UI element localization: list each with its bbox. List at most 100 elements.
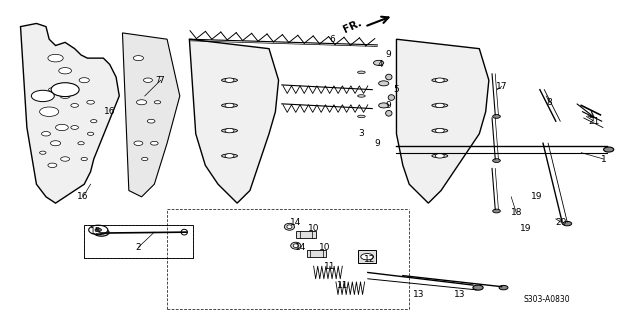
Text: 7: 7 (158, 76, 164, 85)
Ellipse shape (221, 104, 237, 107)
Ellipse shape (432, 78, 448, 82)
Circle shape (79, 78, 90, 83)
Ellipse shape (432, 104, 448, 107)
Ellipse shape (388, 95, 394, 100)
Ellipse shape (221, 154, 237, 158)
Bar (296, 231, 316, 238)
Circle shape (89, 225, 108, 235)
Ellipse shape (386, 74, 392, 80)
Circle shape (94, 229, 109, 236)
Circle shape (435, 154, 444, 158)
Text: 1: 1 (601, 155, 607, 163)
Ellipse shape (284, 223, 294, 230)
Bar (84, 225, 193, 258)
Circle shape (88, 132, 94, 135)
Circle shape (51, 83, 79, 97)
Text: FR.: FR. (342, 18, 364, 35)
Text: 9: 9 (385, 51, 391, 59)
Circle shape (59, 68, 72, 74)
Text: 17: 17 (496, 82, 508, 91)
Text: 19: 19 (520, 224, 532, 233)
Circle shape (42, 132, 51, 136)
Text: 10: 10 (319, 243, 331, 252)
Circle shape (31, 90, 54, 102)
Text: 2: 2 (136, 243, 141, 252)
Circle shape (134, 141, 143, 145)
Circle shape (154, 101, 161, 104)
Circle shape (91, 120, 97, 123)
Circle shape (604, 147, 614, 152)
Circle shape (435, 128, 444, 133)
Ellipse shape (287, 225, 292, 229)
Circle shape (95, 228, 101, 232)
Circle shape (493, 159, 500, 162)
Circle shape (493, 114, 500, 118)
Bar (358, 250, 376, 263)
Text: 18: 18 (511, 208, 522, 217)
Text: 19: 19 (531, 192, 543, 201)
Circle shape (493, 209, 500, 213)
Text: 5: 5 (394, 85, 399, 94)
Ellipse shape (432, 129, 448, 133)
Circle shape (225, 103, 234, 107)
Circle shape (147, 119, 155, 123)
Ellipse shape (358, 95, 365, 97)
Circle shape (499, 285, 508, 290)
Ellipse shape (221, 129, 237, 133)
Text: 11: 11 (324, 262, 335, 271)
Circle shape (71, 126, 79, 129)
Circle shape (71, 104, 79, 107)
Bar (307, 250, 326, 257)
Text: 13: 13 (413, 290, 424, 299)
Text: 14: 14 (290, 218, 301, 226)
Text: 15: 15 (90, 227, 102, 236)
Text: S303-A0830: S303-A0830 (524, 295, 570, 304)
Circle shape (78, 142, 84, 145)
Text: 9: 9 (374, 139, 380, 148)
Text: 13: 13 (454, 290, 466, 299)
Circle shape (136, 100, 147, 105)
Circle shape (87, 100, 95, 104)
Circle shape (60, 93, 70, 99)
Ellipse shape (221, 78, 237, 82)
Circle shape (225, 154, 234, 158)
Text: 6: 6 (330, 35, 335, 44)
Text: 4: 4 (378, 60, 383, 69)
Circle shape (133, 56, 143, 61)
Circle shape (48, 163, 57, 168)
Text: 7: 7 (155, 76, 160, 85)
Text: 20: 20 (555, 218, 566, 226)
Circle shape (225, 128, 234, 133)
Text: 16: 16 (77, 192, 89, 201)
Text: 8: 8 (547, 98, 552, 107)
Ellipse shape (358, 115, 365, 118)
Text: 16: 16 (104, 107, 115, 116)
Ellipse shape (432, 154, 448, 158)
Polygon shape (20, 24, 119, 203)
Circle shape (374, 60, 384, 66)
Circle shape (56, 124, 68, 131)
Circle shape (435, 103, 444, 107)
Text: 12: 12 (364, 255, 376, 264)
Circle shape (361, 253, 374, 260)
Circle shape (141, 157, 148, 161)
Circle shape (225, 78, 234, 82)
Ellipse shape (181, 229, 188, 235)
Circle shape (61, 157, 70, 161)
Circle shape (49, 88, 56, 92)
Circle shape (563, 221, 572, 226)
Ellipse shape (358, 71, 365, 73)
Circle shape (143, 78, 152, 82)
Text: 21: 21 (588, 117, 600, 126)
Ellipse shape (386, 110, 392, 116)
Circle shape (40, 107, 59, 116)
Text: 10: 10 (308, 224, 319, 233)
Circle shape (40, 151, 46, 154)
Circle shape (48, 54, 63, 62)
Circle shape (81, 157, 88, 161)
Text: 14: 14 (295, 243, 307, 252)
Polygon shape (122, 33, 180, 197)
Circle shape (435, 78, 444, 82)
Circle shape (473, 285, 483, 290)
Polygon shape (189, 39, 278, 203)
